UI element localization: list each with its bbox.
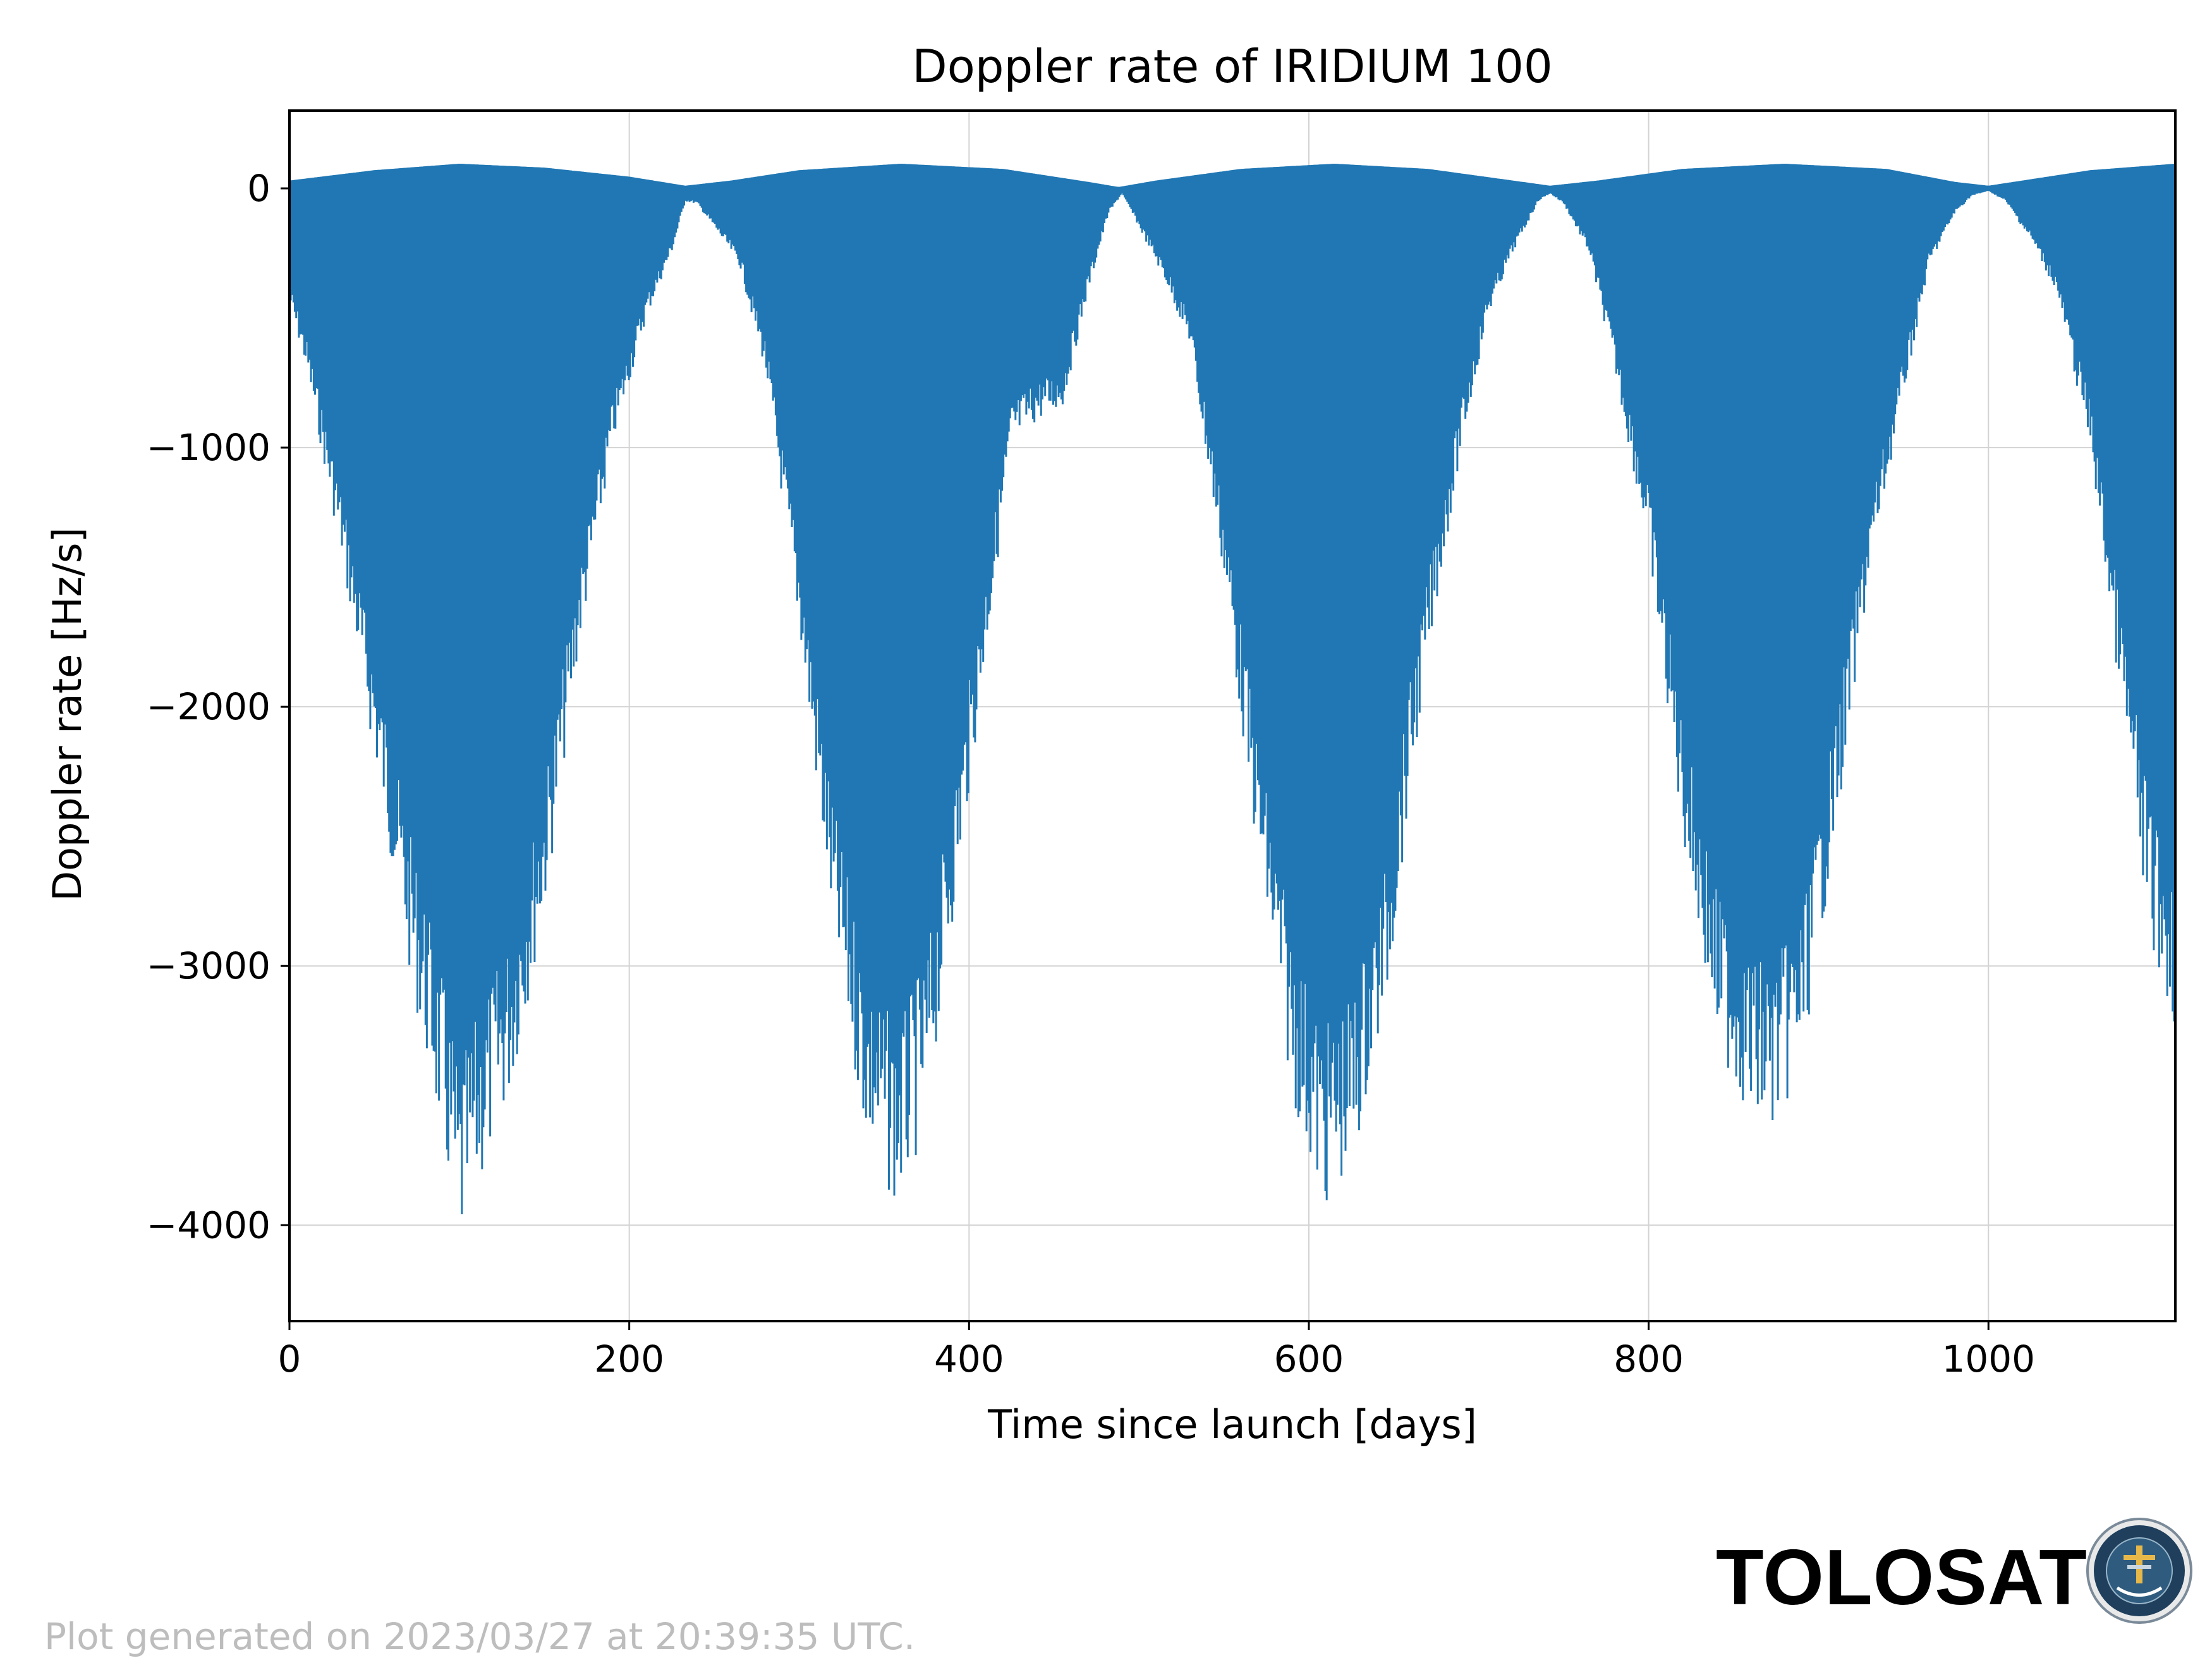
y-tick-label: 0: [247, 167, 270, 210]
chart-title: Doppler rate of IRIDIUM 100: [912, 40, 1552, 93]
x-tick-label: 600: [1274, 1338, 1344, 1381]
data-series: [288, 164, 2177, 1214]
x-tick-label: 200: [594, 1338, 664, 1381]
series-line: [288, 164, 2177, 1214]
generated-timestamp-note: Plot generated on 2023/03/27 at 20:39:35…: [44, 1615, 916, 1658]
x-tick-label: 400: [934, 1338, 1004, 1381]
x-axis-ticks: 0 200 400 600 800 1000: [278, 1321, 2035, 1381]
y-tick-label: −3000: [147, 944, 270, 987]
brand-wordmark: TOLOSAT: [1716, 1534, 2087, 1621]
x-tick-label: 0: [278, 1338, 301, 1381]
x-tick-label: 1000: [1942, 1338, 2035, 1381]
y-axis-label: Doppler rate [Hz/s]: [44, 527, 90, 901]
y-axis-ticks: 0 −1000 −2000 −3000 −4000: [147, 167, 289, 1247]
x-axis-label: Time since launch [days]: [987, 1401, 1477, 1448]
y-tick-label: −1000: [147, 426, 270, 469]
y-tick-label: −2000: [147, 685, 270, 728]
tolosat-logo-icon: [2086, 1518, 2192, 1624]
x-tick-label: 800: [1613, 1338, 1684, 1381]
y-tick-label: −4000: [147, 1204, 270, 1247]
plot-frame: [288, 109, 2177, 1322]
